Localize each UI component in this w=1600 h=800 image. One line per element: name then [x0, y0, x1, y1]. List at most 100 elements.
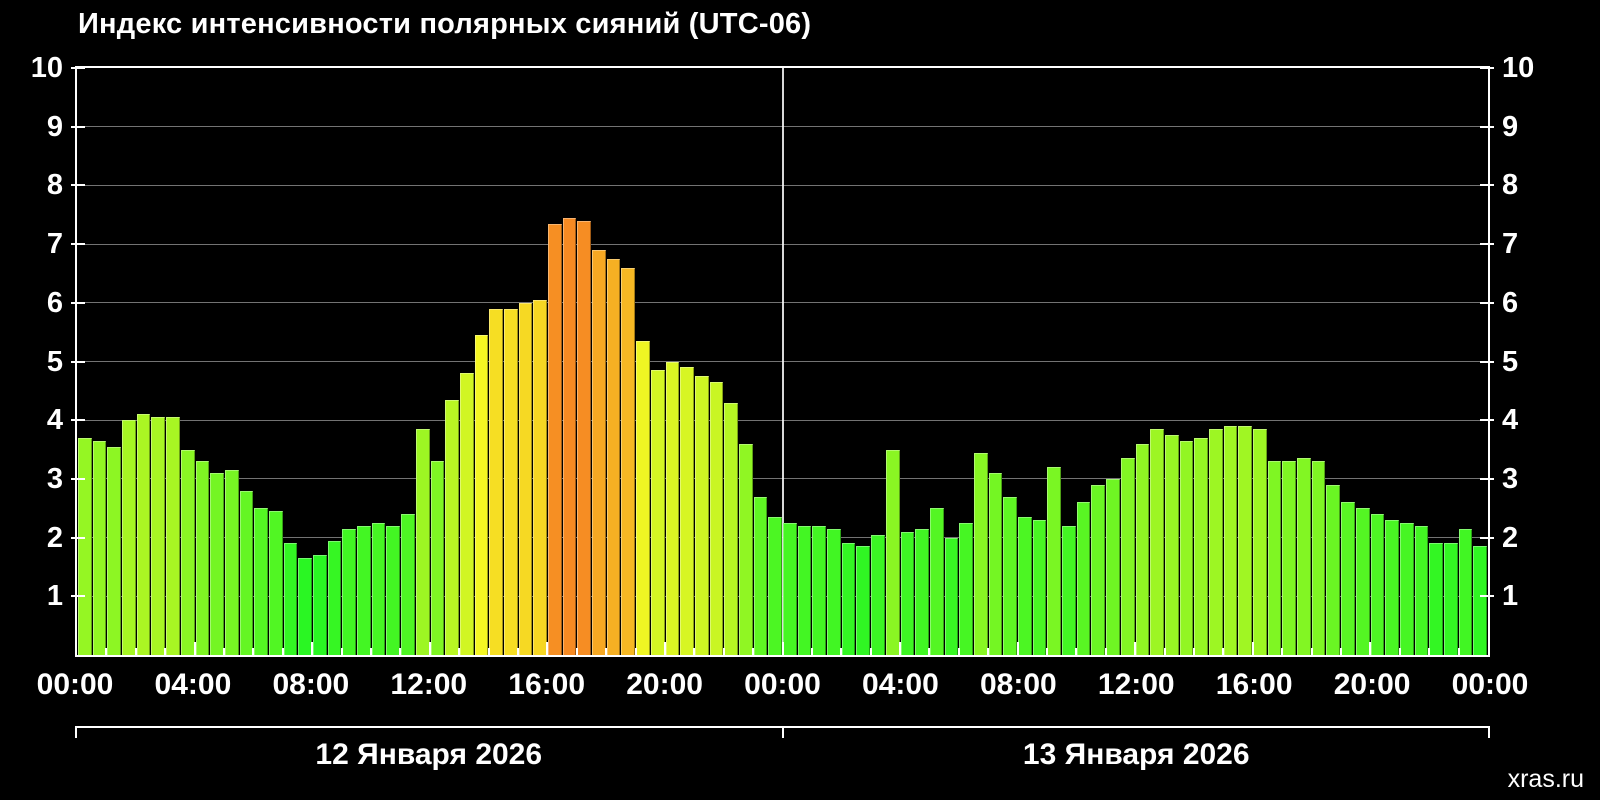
y-tick-left-10 — [71, 67, 85, 69]
bar — [283, 543, 298, 655]
plot-area: 1 1 2 2 3 3 4 4 5 5 6 6 7 7 8 8 9 9 10 10 — [31, 52, 1534, 657]
x-tick-hour-39 — [1222, 648, 1225, 655]
y-axis-label-right-8: 8 — [1502, 169, 1519, 202]
bar — [1341, 502, 1355, 655]
bar — [841, 543, 856, 655]
y-axis-label-right-6: 6 — [1502, 286, 1519, 319]
x-axis-labels: 00:00 04:00 08:00 12:00 16:00 20:00 00:00 04:00… — [37, 668, 1529, 704]
bar — [680, 367, 694, 655]
watermark-xras: xras.ru — [1507, 765, 1584, 793]
x-axis-label-0: 00:00 — [36, 668, 114, 701]
bar — [78, 437, 92, 655]
y-axis-label-right-5: 5 — [1502, 345, 1519, 378]
bar — [1370, 514, 1385, 655]
bar — [459, 373, 474, 655]
y-axis-label-right-7: 7 — [1502, 228, 1519, 261]
y-tick-left-9 — [71, 125, 85, 128]
bar — [1414, 525, 1429, 655]
bar — [1355, 508, 1370, 655]
bar — [753, 496, 768, 655]
x-tick-hour-22 — [722, 648, 725, 655]
y-tick-right-2 — [1480, 536, 1494, 539]
y-tick-left-3 — [71, 477, 85, 480]
y-axis-label-left-4: 4 — [46, 404, 63, 437]
bar — [1385, 520, 1399, 655]
x-tick-hour-23 — [752, 648, 755, 655]
x-tick-hour-38 — [1193, 648, 1196, 655]
x-tick-hour-12 — [428, 642, 431, 655]
y-tick-left-8 — [71, 184, 85, 187]
bar — [503, 308, 518, 655]
bar — [1179, 440, 1194, 655]
x-tick-hour-37 — [1163, 648, 1166, 655]
bar — [783, 522, 797, 655]
bar — [709, 382, 724, 655]
bar — [180, 449, 195, 655]
bar — [1238, 426, 1252, 655]
chart-title: Индекс интенсивности полярных сияний (UT… — [78, 8, 812, 40]
x-axis-label-1: 04:00 — [154, 668, 232, 701]
date-axis-tick-2 — [1488, 726, 1490, 738]
bar — [1135, 443, 1150, 655]
bar — [900, 531, 915, 655]
bar — [1267, 461, 1282, 655]
bar — [122, 420, 136, 655]
bar — [827, 528, 841, 655]
y-tick-left-1 — [71, 595, 85, 598]
bar — [195, 461, 210, 655]
bar — [988, 473, 1003, 655]
y-tick-right-3 — [1480, 477, 1494, 480]
bar — [254, 508, 268, 655]
bar — [1399, 522, 1414, 655]
bar — [313, 555, 327, 655]
bar — [1120, 458, 1135, 655]
date-label-day1: 12 Января 2026 — [315, 738, 543, 771]
y-axis-label-right-3: 3 — [1502, 462, 1519, 495]
date-label-day2: 13 Января 2026 — [1022, 738, 1250, 771]
y-tick-right-6 — [1480, 301, 1494, 304]
x-tick-hour-6 — [252, 648, 255, 655]
bar — [489, 308, 503, 655]
y-tick-right-1 — [1480, 595, 1494, 598]
bar — [1106, 478, 1120, 655]
x-tick-hour-25 — [810, 648, 813, 655]
bar — [268, 511, 283, 655]
bar — [1076, 502, 1091, 655]
x-tick-hour-42 — [1310, 648, 1313, 655]
x-tick-hour-5 — [222, 648, 225, 655]
bar — [562, 217, 577, 655]
bar — [944, 537, 959, 655]
bar — [401, 514, 415, 655]
y-tick-right-8 — [1480, 184, 1494, 187]
x-tick-hour-17 — [575, 648, 578, 655]
bar — [342, 528, 357, 655]
x-tick-hour-26 — [840, 648, 843, 655]
bar — [151, 417, 166, 655]
bar — [797, 525, 812, 655]
bar — [166, 417, 180, 655]
x-tick-hour-10 — [369, 648, 372, 655]
x-tick-hour-41 — [1281, 648, 1284, 655]
x-tick-hour-9 — [340, 648, 343, 655]
bar — [1458, 528, 1473, 655]
bar — [1047, 467, 1062, 655]
x-tick-hour-30 — [957, 648, 960, 655]
y-tick-left-6 — [71, 301, 85, 304]
x-tick-hour-3 — [164, 648, 167, 655]
x-tick-hour-34 — [1075, 648, 1078, 655]
bar — [1208, 429, 1223, 655]
bar — [1032, 520, 1047, 655]
y-axis-label-left-7: 7 — [46, 228, 63, 261]
bar — [1297, 458, 1311, 655]
x-tick-hour-28 — [899, 642, 902, 655]
bar — [1253, 429, 1267, 655]
bar — [1326, 484, 1341, 655]
bar — [1003, 496, 1017, 655]
y-axis-label-left-1: 1 — [46, 580, 63, 613]
bar — [915, 528, 929, 655]
x-tick-hour-20 — [663, 642, 666, 655]
x-tick-hour-19 — [634, 648, 637, 655]
y-tick-right-4 — [1480, 419, 1494, 422]
bar — [1018, 517, 1032, 655]
